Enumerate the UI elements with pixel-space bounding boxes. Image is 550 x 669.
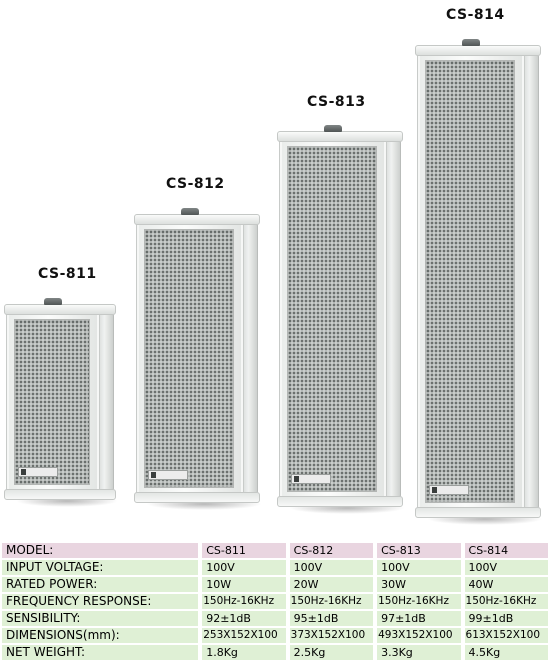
spec-cell: 150Hz-16KHz (373, 594, 461, 609)
spec-cell: 95±1dB (285, 611, 374, 626)
speaker-top-cap (277, 131, 403, 142)
speaker-side-panel (242, 223, 258, 494)
brand-badge (429, 485, 469, 495)
speaker-cs-813 (277, 125, 405, 514)
spec-cell: 613X152X100 (460, 628, 548, 643)
speaker-side-panel (385, 140, 401, 498)
spec-cell: 253X152X100 (198, 628, 286, 643)
spec-cell: 150Hz-16KHz (285, 594, 374, 609)
spec-cell: 2.5Kg (285, 645, 374, 660)
speaker-side-panel (523, 54, 539, 509)
spec-cell: 10W (198, 577, 286, 592)
spec-cell: 92±1dB (198, 611, 286, 626)
brand-badge (291, 474, 331, 484)
spec-table: MODEL: CS-811 CS-812 CS-813 CS-814 INPUT… (2, 541, 548, 662)
spec-header-model: CS-814 (460, 543, 548, 558)
speaker-bottom-cap (134, 492, 260, 503)
brand-badge (148, 470, 188, 480)
spec-row-sensibility: SENSIBILITY: 92±1dB 95±1dB 97±1dB 99±1dB (2, 611, 548, 626)
spec-cell: 373X152X100 (285, 628, 374, 643)
speaker-side-panel (98, 313, 114, 491)
spec-header-label: MODEL: (2, 543, 199, 558)
spec-cell: 4.5Kg (460, 645, 548, 660)
model-label-cs-813: CS-813 (307, 94, 366, 110)
spec-cell: 100V (373, 560, 461, 575)
spec-row-label: RATED POWER: (2, 577, 199, 592)
speaker-grille (287, 146, 377, 492)
spec-row-label: SENSIBILITY: (2, 611, 199, 626)
model-label-cs-812: CS-812 (166, 176, 225, 192)
spec-header-model: CS-812 (285, 543, 374, 558)
speaker-mount-handle (462, 39, 480, 46)
speaker-bottom-cap (415, 507, 541, 518)
spec-cell: 100V (198, 560, 286, 575)
spec-table-header-row: MODEL: CS-811 CS-812 CS-813 CS-814 (2, 543, 548, 558)
product-image: CS-811 CS-812 CS-813 CS-814 (4, 7, 543, 525)
spec-cell: 493X152X100 (373, 628, 461, 643)
speaker-cs-811 (4, 298, 118, 507)
speaker-cs-812 (134, 208, 262, 510)
spec-cell: 40W (460, 577, 548, 592)
spec-cell: 99±1dB (460, 611, 548, 626)
speaker-top-cap (4, 304, 116, 315)
model-label-cs-811: CS-811 (38, 266, 97, 282)
spec-cell: 100V (460, 560, 548, 575)
spec-row-rated-power: RATED POWER: 10W 20W 30W 40W (2, 577, 548, 592)
speaker-grille (425, 60, 515, 503)
spec-header-model: CS-811 (198, 543, 286, 558)
spec-row-frequency-response: FREQUENCY RESPONSE: 150Hz-16KHz 150Hz-16… (2, 594, 548, 609)
speaker-mount-handle (181, 208, 199, 215)
speaker-bottom-cap (4, 489, 116, 500)
speaker-top-cap (134, 214, 260, 225)
spec-cell: 30W (373, 577, 461, 592)
speaker-cs-814 (415, 39, 543, 525)
speaker-bottom-cap (277, 496, 403, 507)
spec-cell: 150Hz-16KHz (460, 594, 548, 609)
spec-cell: 100V (285, 560, 374, 575)
spec-row-label: NET WEIGHT: (2, 645, 199, 660)
spec-header-model: CS-813 (373, 543, 461, 558)
spec-cell: 3.3Kg (373, 645, 461, 660)
brand-badge (18, 467, 58, 477)
spec-cell: 150Hz-16KHz (198, 594, 286, 609)
spec-row-label: FREQUENCY RESPONSE: (2, 594, 199, 609)
model-label-cs-814: CS-814 (446, 7, 505, 23)
spec-row-net-weight: NET WEIGHT: 1.8Kg 2.5Kg 3.3Kg 4.5Kg (2, 645, 548, 660)
spec-cell: 1.8Kg (198, 645, 286, 660)
spec-cell: 20W (285, 577, 374, 592)
speaker-mount-handle (44, 298, 62, 305)
speaker-grille (144, 229, 234, 488)
spec-row-label: INPUT VOLTAGE: (2, 560, 199, 575)
speaker-grille (14, 319, 90, 485)
speaker-mount-handle (324, 125, 342, 132)
spec-row-dimensions: DIMENSIONS(mm): 253X152X100 373X152X100 … (2, 628, 548, 643)
speaker-top-cap (415, 45, 541, 56)
spec-row-label: DIMENSIONS(mm): (2, 628, 199, 643)
spec-cell: 97±1dB (373, 611, 461, 626)
spec-row-input-voltage: INPUT VOLTAGE: 100V 100V 100V 100V (2, 560, 548, 575)
